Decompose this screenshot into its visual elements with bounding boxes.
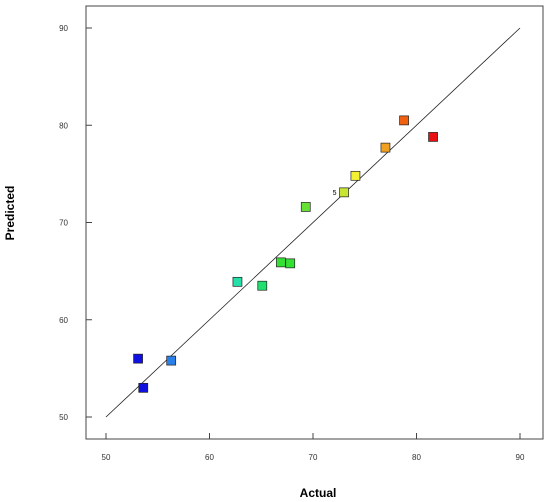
- reference-line: [105, 27, 521, 418]
- y-axis-ticks: 50 60 70 80 90: [59, 24, 92, 422]
- data-point: [257, 280, 268, 291]
- y-tick-label: 60: [59, 316, 68, 325]
- x-tick-label: 70: [309, 453, 318, 462]
- y-tick-label: 80: [59, 121, 68, 130]
- data-point: [380, 142, 391, 153]
- x-tick-label: 50: [102, 453, 111, 462]
- y-tick-label: 70: [59, 219, 68, 228]
- y-tick-label: 90: [59, 24, 68, 33]
- x-axis-ticks: 50 60 70 80 90: [102, 433, 525, 462]
- data-points: 5: [133, 115, 438, 393]
- data-point: [350, 170, 361, 181]
- point-count-label: 5: [333, 190, 337, 197]
- y-tick-label: 50: [59, 413, 68, 422]
- data-point: [399, 115, 409, 126]
- data-point: [428, 132, 438, 142]
- x-tick-label: 90: [516, 453, 525, 462]
- data-point: [339, 187, 349, 198]
- data-point: [300, 202, 311, 212]
- data-point: [133, 353, 143, 364]
- x-axis-title: Actual: [300, 486, 337, 500]
- x-tick-label: 60: [205, 453, 214, 462]
- data-point: [166, 355, 177, 366]
- data-point: [232, 276, 243, 287]
- y-axis-title: Predicted: [3, 186, 17, 241]
- data-point: [276, 257, 286, 268]
- data-point: [285, 258, 296, 269]
- x-tick-label: 80: [412, 453, 421, 462]
- data-point: [138, 382, 149, 393]
